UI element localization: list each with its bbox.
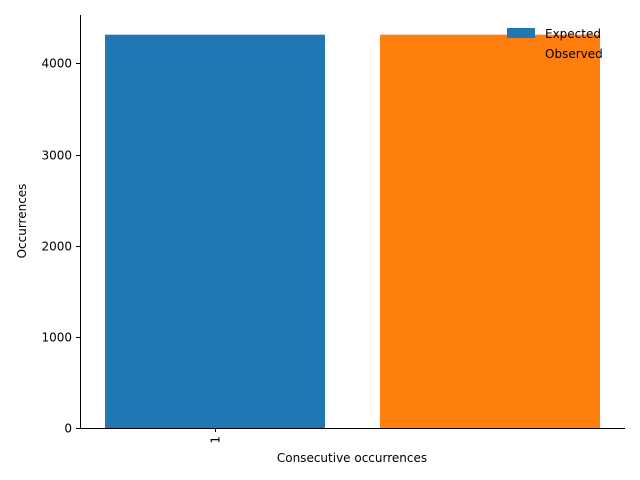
y-axis-label: Occurrences	[15, 184, 29, 259]
legend-label-expected: Expected	[545, 27, 601, 41]
bar-expected-1	[105, 34, 325, 429]
y-tick-label: 0	[64, 422, 72, 436]
x-axis-label: Consecutive occurrences	[277, 451, 427, 465]
y-tick-label: 1000	[41, 331, 72, 345]
y-tick-label: 3000	[41, 149, 72, 163]
legend: Expected Observed	[507, 27, 603, 61]
y-tick-label: 2000	[41, 240, 72, 254]
y-tick-label: 4000	[41, 57, 72, 71]
legend-label-observed: Observed	[545, 47, 603, 61]
x-axis-ticks: 1	[209, 428, 223, 444]
x-tick-label: 1	[209, 436, 223, 444]
legend-swatch-expected	[507, 28, 535, 38]
bars-group	[105, 34, 600, 429]
bar-observed-1	[380, 34, 600, 429]
y-axis-ticks: 0 1000 2000 3000 4000	[41, 57, 80, 436]
